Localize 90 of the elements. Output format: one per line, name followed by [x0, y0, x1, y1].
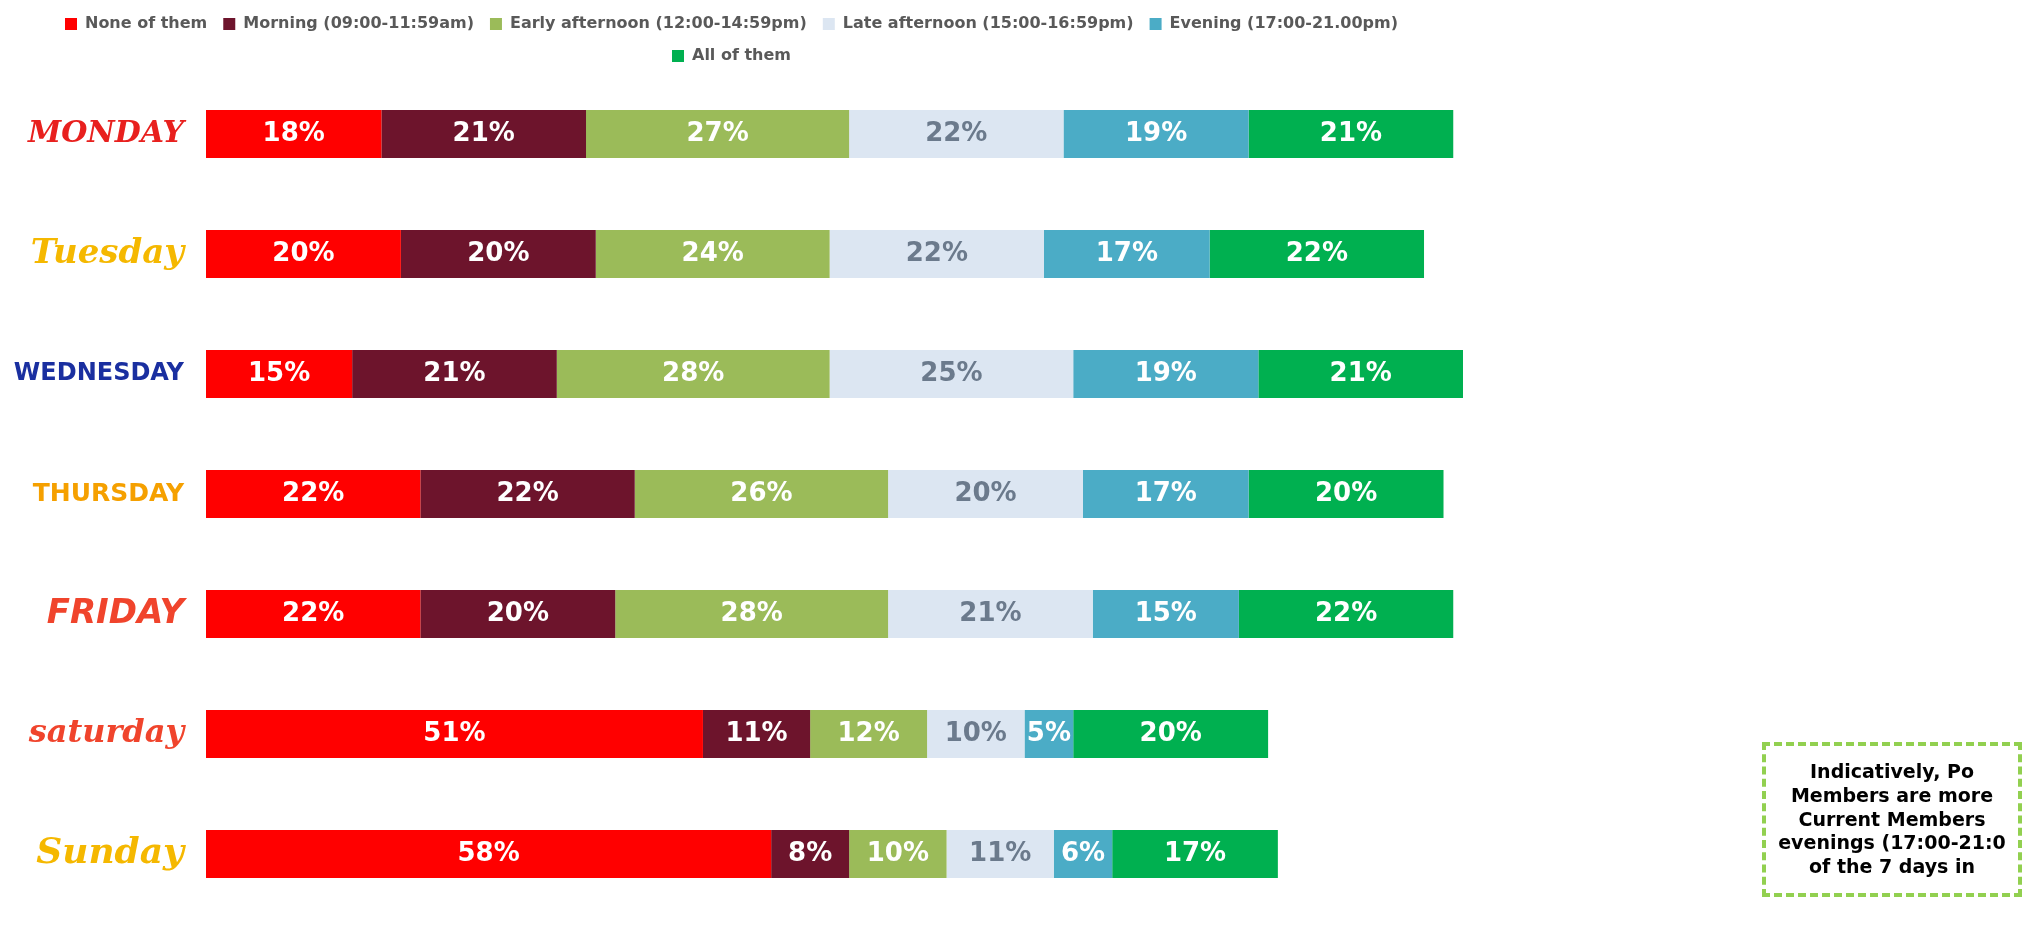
data-label: 22%	[496, 476, 559, 507]
data-label: 22%	[1314, 596, 1378, 627]
data-label: 19%	[1124, 116, 1188, 147]
text: Indicatively, Po Members are more Current Members evenings (17:00-21:0 of the 7 days in	[1762, 742, 2022, 897]
data-label: 21%	[452, 116, 515, 147]
data-label: 28%	[720, 596, 783, 627]
data-label: 21%	[1319, 116, 1383, 147]
bar	[1082, 470, 1249, 518]
bar	[556, 350, 830, 398]
bar	[206, 830, 772, 878]
bar	[206, 470, 421, 518]
data-label: 20%	[272, 236, 335, 267]
bar	[829, 350, 1074, 398]
data-label: 17%	[1095, 236, 1158, 267]
bar	[1073, 350, 1259, 398]
data-label: 21%	[959, 596, 1022, 627]
data-label: 15%	[1134, 596, 1197, 627]
data-label: 20%	[486, 596, 549, 627]
bar	[1248, 470, 1444, 518]
y-tick-label: Tuesday	[30, 230, 187, 271]
data-label: 51%	[423, 716, 486, 747]
legend-label: Early afternoon (12:00-14:59pm)	[509, 13, 807, 33]
data-label: 15%	[247, 356, 311, 387]
data-label: 18%	[262, 116, 325, 147]
data-label: 8%	[788, 836, 833, 867]
bar	[615, 590, 889, 638]
data-label: 22%	[1285, 236, 1348, 267]
y-tick-label: WEDNESDAY	[13, 358, 185, 387]
y-tick-label: saturday	[27, 712, 187, 751]
bar	[586, 110, 850, 158]
bar	[400, 230, 596, 278]
bar	[206, 230, 401, 278]
bar	[1112, 830, 1278, 878]
bar	[381, 110, 587, 158]
bar	[634, 470, 889, 518]
data-label: 10%	[866, 836, 929, 867]
bar	[1073, 710, 1269, 758]
data-label: 27%	[686, 116, 749, 147]
bar	[888, 590, 1093, 638]
data-label: 22%	[282, 476, 345, 507]
bar	[420, 470, 635, 518]
data-label: 10%	[944, 716, 1007, 747]
data-label: 20%	[1314, 476, 1378, 507]
bar	[1258, 350, 1463, 398]
bar	[1044, 230, 1210, 278]
bar	[1092, 590, 1239, 638]
bar	[1238, 590, 1454, 638]
data-label: 28%	[662, 356, 725, 387]
legend-label: None of them	[84, 13, 208, 33]
legend-label: All of them	[692, 45, 792, 65]
data-label: 11%	[725, 716, 788, 747]
bar	[206, 110, 382, 158]
data-label: 19%	[1134, 356, 1197, 387]
legend-label: Late afternoon (15:00-16:59pm)	[842, 13, 1134, 33]
bar	[206, 710, 703, 758]
bar	[352, 350, 557, 398]
y-tick-label: Sunday	[36, 829, 187, 872]
data-label: 17%	[1163, 836, 1227, 867]
bar	[829, 230, 1044, 278]
data-label: 20%	[954, 476, 1017, 507]
legend-label: Morning (09:00-11:59am)	[243, 13, 474, 33]
data-label: 17%	[1134, 476, 1197, 507]
data-label: 58%	[457, 836, 520, 867]
data-label: 21%	[423, 356, 486, 387]
data-label: 11%	[969, 836, 1032, 867]
legend-label: Evening (17:00-21.00pm)	[1169, 13, 1399, 33]
bar	[206, 590, 421, 638]
bar	[420, 590, 616, 638]
bar	[1248, 110, 1454, 158]
data-label: 5%	[1026, 716, 1071, 747]
data-label: 20%	[467, 236, 530, 267]
y-tick-label: THURSDAY	[32, 477, 185, 507]
data-label: 20%	[1139, 716, 1202, 747]
bar	[1063, 110, 1249, 158]
data-label: 26%	[730, 476, 793, 507]
data-label: 24%	[681, 236, 744, 267]
bar	[595, 230, 830, 278]
data-label: 22%	[905, 236, 968, 267]
bar	[849, 110, 1064, 158]
data-label: 21%	[1329, 356, 1392, 387]
data-label: 22%	[925, 116, 988, 147]
data-label: 6%	[1060, 836, 1106, 867]
data-label: 22%	[282, 596, 345, 627]
bar	[888, 470, 1083, 518]
y-tick-label: MONDAY	[27, 113, 187, 149]
data-label: 12%	[837, 716, 900, 747]
bar	[1209, 230, 1425, 278]
data-label: 25%	[920, 356, 983, 387]
bar	[206, 350, 353, 398]
y-tick-label: FRIDAY	[46, 590, 188, 631]
